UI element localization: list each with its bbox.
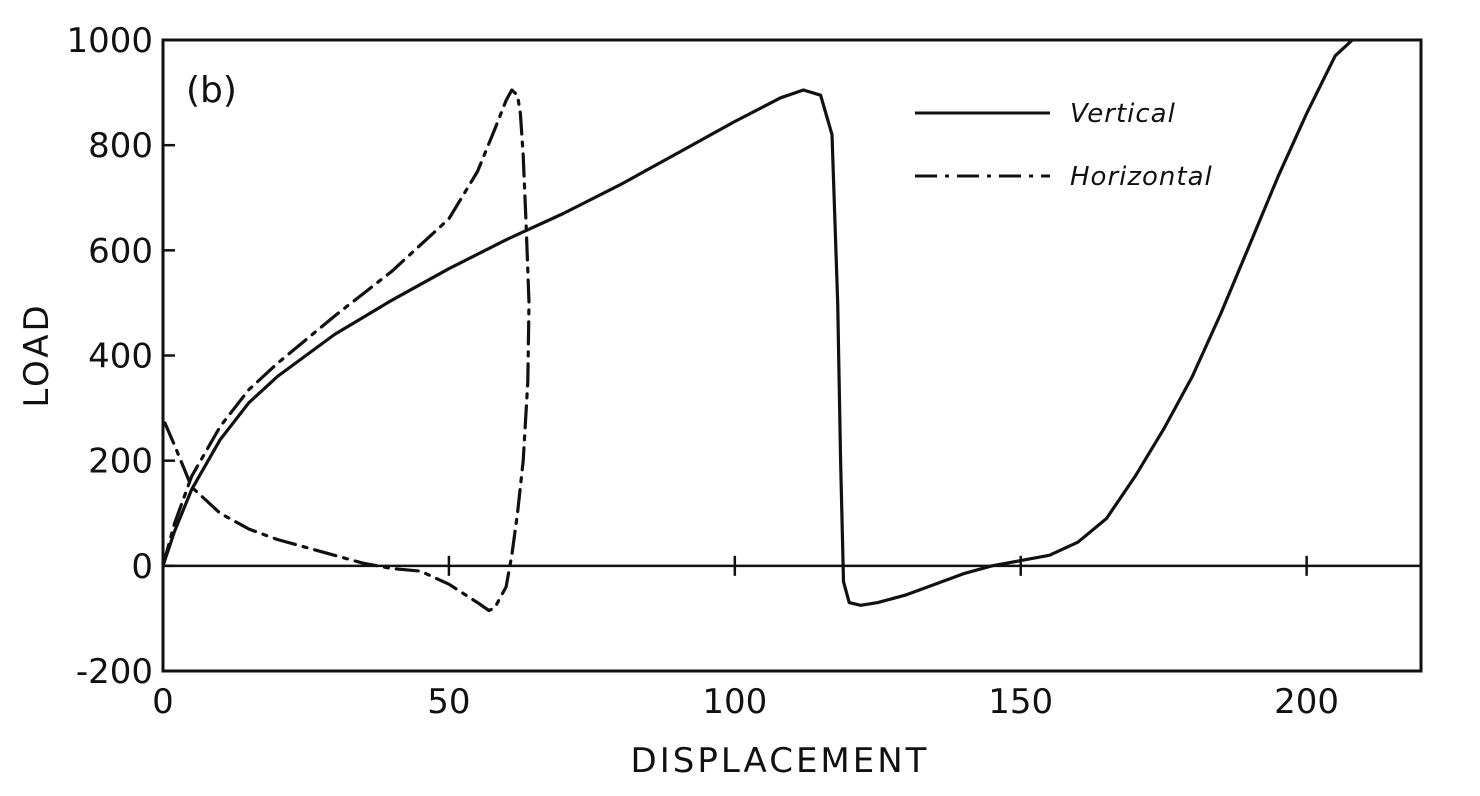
- legend-label-horizontal: Horizontal: [1070, 162, 1213, 192]
- x-tick-label: 200: [1274, 682, 1339, 722]
- y-axis-ticks: -200 0 200 400 600 800 1000: [66, 21, 175, 692]
- legend: Vertical Horizontal: [915, 99, 1213, 192]
- y-tick-label: 1000: [66, 21, 153, 61]
- y-tick-label: 200: [88, 442, 153, 482]
- legend-label-vertical: Vertical: [1070, 99, 1176, 129]
- y-axis-title: LOAD: [17, 302, 57, 407]
- y-tick-label: 600: [88, 231, 153, 271]
- series-layer: [163, 40, 1355, 613]
- y-tick-label: 400: [88, 337, 153, 377]
- series-line-vertical: [163, 40, 1355, 607]
- x-tick-label: 0: [152, 682, 174, 722]
- y-tick-label: -200: [76, 652, 153, 692]
- y-tick-label: 800: [88, 126, 153, 166]
- x-tick-label: 150: [988, 682, 1053, 722]
- series-line-horizontal: [163, 88, 531, 613]
- x-axis-ticks: 0 50 100 150 200: [152, 555, 1339, 722]
- x-axis-title: DISPLACEMENT: [631, 741, 930, 781]
- plot-frame: [161, 38, 1423, 673]
- x-tick-label: 100: [702, 682, 767, 722]
- panel-label: (b): [186, 70, 237, 111]
- y-tick-label: 0: [131, 547, 153, 587]
- x-tick-label: 50: [427, 682, 470, 722]
